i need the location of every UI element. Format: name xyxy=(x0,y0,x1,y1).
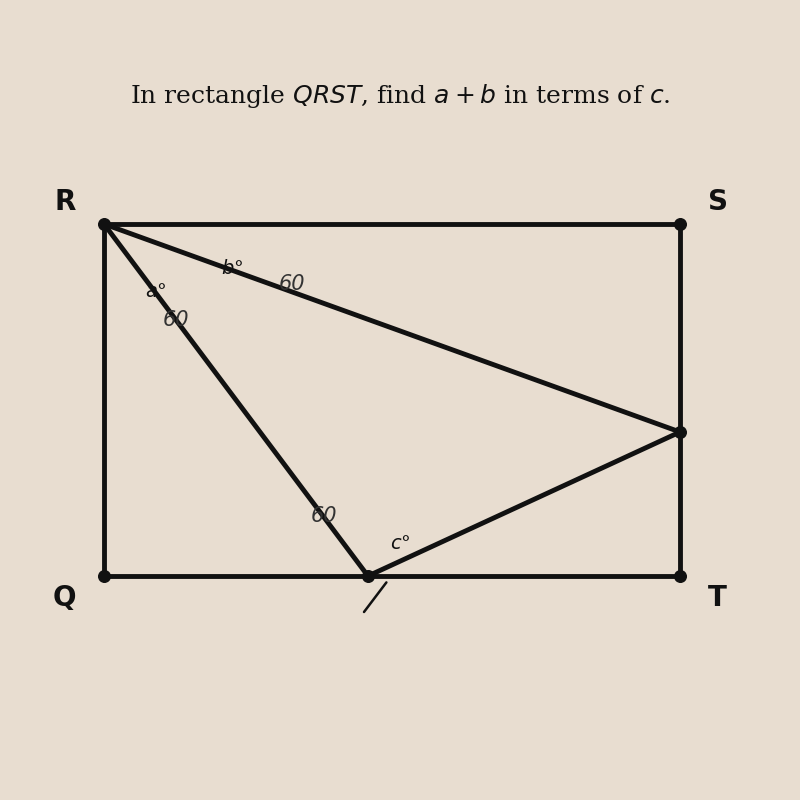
Point xyxy=(98,218,110,230)
Text: S: S xyxy=(708,188,728,216)
Point xyxy=(98,570,110,582)
Text: T: T xyxy=(708,584,727,612)
Text: $c$°: $c$° xyxy=(390,535,410,553)
Text: 60: 60 xyxy=(310,506,338,526)
Text: R: R xyxy=(54,188,76,216)
Text: In rectangle $\it{QRST}$, find $a+b$ in terms of $c$.: In rectangle $\it{QRST}$, find $a+b$ in … xyxy=(130,82,670,110)
Text: Q: Q xyxy=(53,584,76,612)
Point xyxy=(674,218,686,230)
Text: 60: 60 xyxy=(278,274,306,294)
Point xyxy=(674,570,686,582)
Text: 60: 60 xyxy=(162,310,190,330)
Text: $a$°: $a$° xyxy=(145,283,167,301)
Point xyxy=(362,570,374,582)
Text: $b$°: $b$° xyxy=(221,258,243,278)
Point xyxy=(674,426,686,438)
